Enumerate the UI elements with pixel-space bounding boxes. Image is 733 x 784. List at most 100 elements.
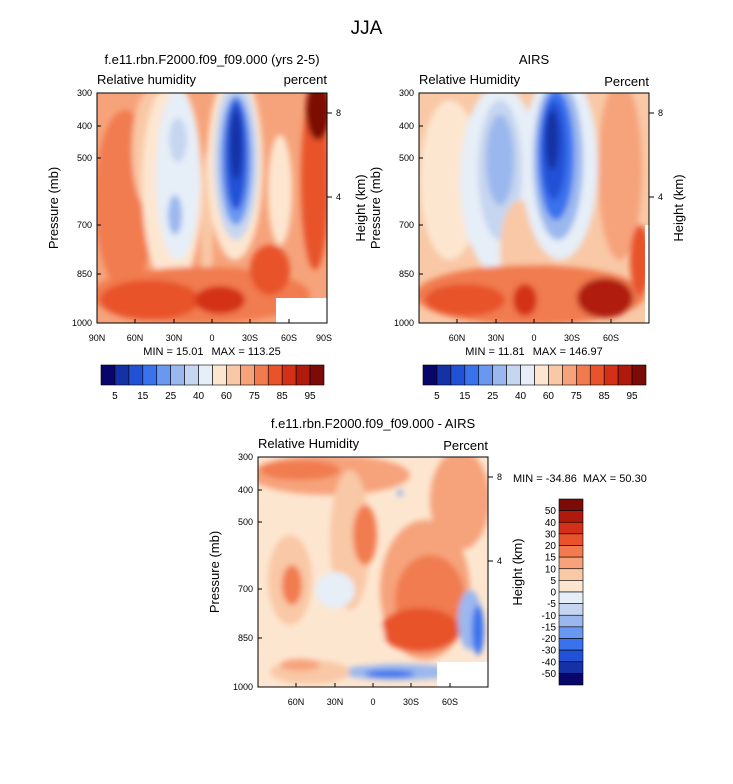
colorbar-swatch xyxy=(464,364,480,386)
panel1-ytick: 700 xyxy=(77,220,92,230)
colorbar-swatch xyxy=(309,364,325,386)
panel2-xtick: 60S xyxy=(603,333,619,343)
panel3-left-label: Relative Humidity xyxy=(258,436,360,451)
panel2-xtick: 60N xyxy=(449,333,466,343)
colorbar-swatch xyxy=(226,364,241,386)
colorbar-label: -15 xyxy=(542,622,557,633)
colorbar-swatch xyxy=(422,364,438,386)
panel2-minmax: MIN = 11.81 MAX = 146.97 xyxy=(465,346,602,358)
panel2-ylabel: Pressure (mb) xyxy=(368,167,383,249)
panel3-y2label: Height (km) xyxy=(510,538,525,605)
panel1-title: f.e11.rbn.F2000.f09_f09.000 (yrs 2-5) xyxy=(104,52,319,67)
panel3-xtick: 30N xyxy=(327,697,344,707)
colorbar-swatch xyxy=(436,364,452,386)
colorbar-swatch xyxy=(114,364,130,386)
colorbar-swatch xyxy=(254,364,269,386)
colorbar-label: 5 xyxy=(550,576,556,587)
colorbar-swatch xyxy=(558,510,584,523)
colorbar-label: 15 xyxy=(545,553,557,564)
panel2-ytick: 850 xyxy=(399,269,414,279)
panel2-ytick: 400 xyxy=(399,121,414,131)
colorbar-label: 75 xyxy=(249,391,261,402)
colorbar-swatch xyxy=(534,364,549,386)
colorbar-swatch xyxy=(558,545,584,558)
panel2-y2-axis: 8 4 xyxy=(649,108,663,202)
panel1-y2tick: 8 xyxy=(336,108,341,118)
colorbar-swatch xyxy=(617,364,633,386)
colorbar-label: 85 xyxy=(277,391,289,402)
panel3-y2-axis: 8 4 xyxy=(488,472,502,566)
colorbar-swatch xyxy=(558,661,584,674)
panel2-y2label: Height (km) xyxy=(671,174,686,241)
colorbar-swatch xyxy=(558,533,584,546)
panel1-xtick: 60N xyxy=(127,333,144,343)
panel1-ytick: 1000 xyxy=(72,318,92,328)
panel2-xtick: 0 xyxy=(531,333,536,343)
colorbar-swatch xyxy=(558,614,584,628)
panel1-xtick: 60S xyxy=(281,333,297,343)
panel1-y2tick: 4 xyxy=(336,192,341,202)
colorbar-swatch xyxy=(558,498,584,511)
colorbar-label: 50 xyxy=(545,506,557,517)
colorbar-label: 0 xyxy=(550,588,556,599)
colorbar-label: 40 xyxy=(515,391,527,402)
colorbar-swatch xyxy=(156,364,171,386)
colorbar-label: -10 xyxy=(542,611,557,622)
panel2-xtick: 30S xyxy=(564,333,580,343)
panel1-ytick: 400 xyxy=(77,121,92,131)
colorbar-label: -40 xyxy=(542,657,557,668)
colorbar-swatch xyxy=(170,364,185,386)
panel2-ytick: 1000 xyxy=(394,318,414,328)
colorbar-swatch xyxy=(492,364,507,386)
panel1-ytick: 500 xyxy=(77,153,92,163)
panel2-contour-field xyxy=(419,93,649,323)
panel2-left-label: Relative Humidity xyxy=(419,72,521,87)
colorbar-swatch xyxy=(281,364,297,386)
panel2-ytick: 300 xyxy=(399,88,414,98)
panel1-titles: f.e11.rbn.F2000.f09_f09.000 (yrs 2-5) Re… xyxy=(97,52,327,87)
panel3-xtick: 60S xyxy=(442,697,458,707)
colorbar-swatch xyxy=(100,364,116,386)
colorbar-label: 95 xyxy=(305,391,317,402)
panel1-colorbar: 5 15 25 40 60 75 85 95 xyxy=(100,364,325,402)
panel3-ytick: 1000 xyxy=(233,682,253,692)
colorbar-swatch xyxy=(558,521,584,535)
colorbar-label: 40 xyxy=(545,518,557,529)
panel1-ytick: 300 xyxy=(77,88,92,98)
colorbar-label: 25 xyxy=(487,391,499,402)
colorbar-swatch xyxy=(520,364,535,386)
colorbar-swatch xyxy=(558,556,584,570)
colorbar-swatch xyxy=(295,364,311,386)
panel2-titles: AIRS Relative Humidity Percent xyxy=(419,52,649,89)
panel3-ytick: 850 xyxy=(238,633,253,643)
colorbar-swatch xyxy=(267,364,283,386)
colorbar-swatch xyxy=(184,364,199,386)
colorbar-label: 60 xyxy=(221,391,233,402)
panel2-y2tick: 8 xyxy=(658,108,663,118)
panel1-xtick: 90S xyxy=(316,333,332,343)
colorbar-swatch xyxy=(558,649,584,663)
panel1-minmax: MIN = 15.01 MAX = 113.25 xyxy=(143,346,280,358)
colorbar-swatch xyxy=(240,364,255,386)
colorbar-label: 10 xyxy=(545,564,557,575)
colorbar-swatch xyxy=(128,364,144,386)
colorbar-label: -5 xyxy=(547,599,556,610)
colorbar-label: 15 xyxy=(459,391,471,402)
colorbar-swatch xyxy=(558,568,584,581)
colorbar-swatch xyxy=(589,364,605,386)
panel2-y-axis: 300 400 500 700 850 1000 xyxy=(394,88,423,328)
panel2-x-axis: 60N 30N 0 30S 60S xyxy=(449,319,619,343)
panel2-xtick: 30N xyxy=(488,333,505,343)
panel1-xtick: 30N xyxy=(166,333,183,343)
colorbar-swatch xyxy=(212,364,227,386)
panel3-titles: f.e11.rbn.F2000.f09_f09.000 - AIRS Relat… xyxy=(258,416,488,453)
colorbar-label: 30 xyxy=(545,529,557,540)
colorbar-swatch xyxy=(603,364,619,386)
colorbar-swatch xyxy=(506,364,521,386)
panel3-xtick: 60N xyxy=(288,697,305,707)
panel2-y2tick: 4 xyxy=(658,192,663,202)
panel3-ytick: 400 xyxy=(238,485,253,495)
colorbar-label: 95 xyxy=(627,391,639,402)
panel3-y2tick: 8 xyxy=(497,472,502,482)
colorbar-label: 75 xyxy=(571,391,583,402)
